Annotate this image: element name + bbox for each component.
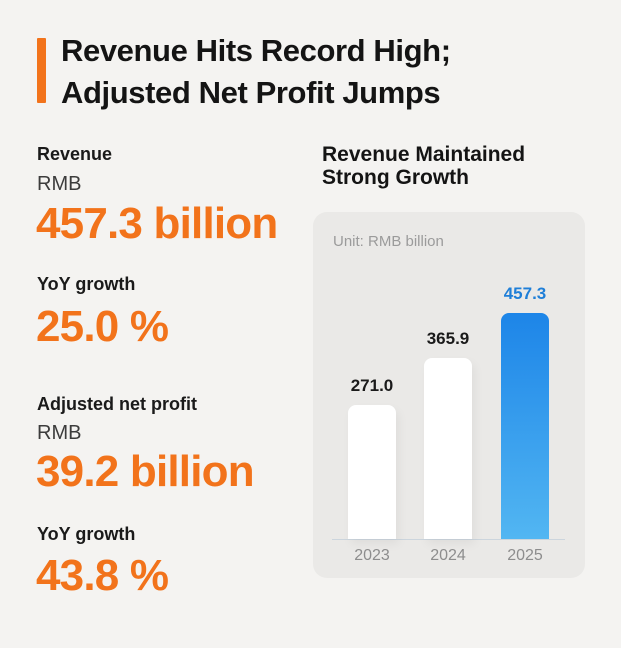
profit-growth-value: 43.8 % <box>36 551 169 600</box>
x-tick-2024: 2024 <box>430 547 466 564</box>
profit-value: 39.2 billion <box>36 447 255 496</box>
bar-value-label-2023: 271.0 <box>350 376 394 395</box>
revenue-currency: RMB <box>37 173 82 195</box>
profit-currency: RMB <box>37 422 82 444</box>
page-title-line2: Adjusted Net Profit Jumps <box>61 75 441 110</box>
bar-group-2023: 271.0 <box>334 376 410 539</box>
revenue-value: 457.3 billion <box>36 199 278 248</box>
revenue-growth-value: 25.0 % <box>36 302 169 351</box>
chart-title-line1: Revenue Maintained <box>322 143 526 166</box>
page-title-line1: Revenue Hits Record High; <box>61 33 451 68</box>
title-accent-bar <box>37 38 46 103</box>
bar-value-label-2024: 365.9 <box>426 329 470 348</box>
x-axis-line <box>332 539 565 540</box>
bar-group-2024: 365.9 <box>410 329 486 539</box>
bar-group-2025: 457.3 <box>487 284 563 539</box>
bar-2023 <box>348 405 396 539</box>
bar-2024 <box>424 358 472 539</box>
profit-growth-label: YoY growth <box>37 524 136 544</box>
page-title: Revenue Hits Record High; Adjusted Net P… <box>61 30 451 114</box>
x-tick-2025: 2025 <box>507 547 543 564</box>
chart-unit-label: Unit: RMB billion <box>333 233 444 250</box>
profit-label: Adjusted net profit <box>37 394 197 414</box>
bar-2025-highlight <box>501 313 549 539</box>
revenue-label: Revenue <box>37 144 113 164</box>
chart-title-line2: Strong Growth <box>322 166 469 189</box>
bar-value-label-2025: 457.3 <box>503 284 547 303</box>
chart-section-title: Revenue Maintained Strong Growth <box>322 143 525 189</box>
revenue-growth-label: YoY growth <box>37 274 136 294</box>
x-tick-2023: 2023 <box>354 547 390 564</box>
chart-panel: Unit: RMB billion 271.0 365.9 457.3 2023… <box>313 212 585 578</box>
